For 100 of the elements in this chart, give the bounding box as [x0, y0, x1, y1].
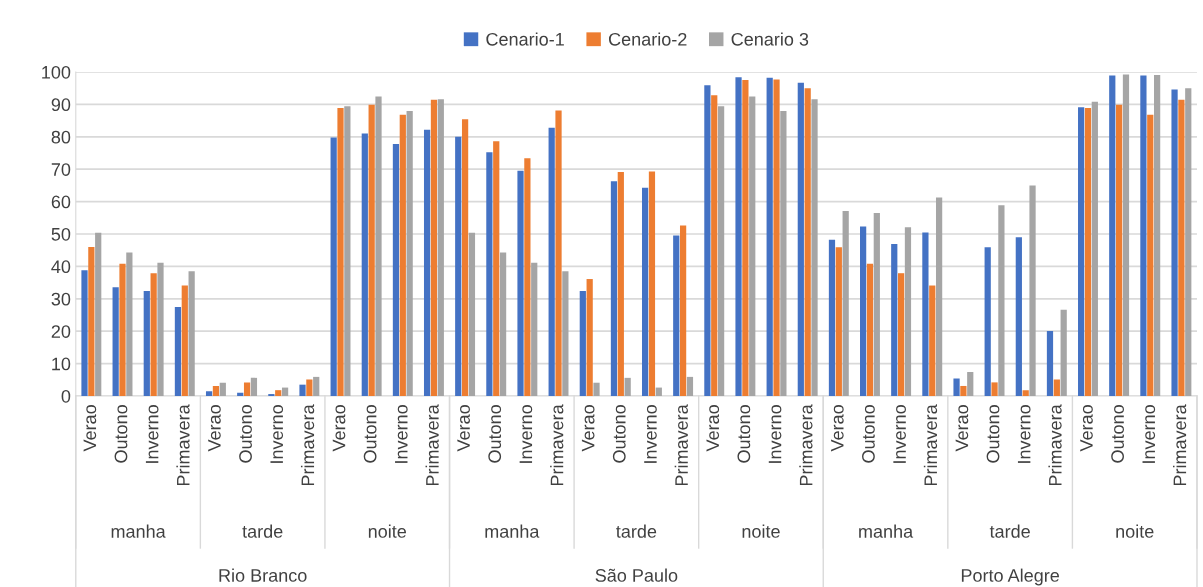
- bar: [898, 273, 905, 396]
- text: São Paulo: [595, 568, 678, 582]
- text: noite: [742, 524, 780, 538]
- bar: [468, 232, 476, 396]
- y-tick-label: 70: [51, 163, 71, 176]
- bar: [1015, 237, 1022, 396]
- legend-label: Cenario-1: [486, 32, 564, 46]
- bar: [119, 263, 126, 396]
- bar: [617, 172, 624, 396]
- bar: [1029, 185, 1036, 396]
- bar: [673, 235, 680, 396]
- x-tick-label: Verao: [955, 405, 969, 452]
- text: manha: [485, 524, 540, 538]
- bar: [330, 137, 337, 396]
- bar: [375, 96, 382, 396]
- x-tick-label: Primavera: [550, 404, 564, 486]
- x-tick-label: Primavera: [1048, 404, 1062, 486]
- bar: [835, 247, 842, 396]
- bar: [423, 129, 431, 396]
- bar: [181, 285, 188, 396]
- bar: [953, 378, 960, 396]
- bar: [704, 85, 711, 396]
- x-tick-label: Outono: [986, 405, 1000, 463]
- bar: [648, 171, 656, 396]
- bar: [486, 152, 493, 396]
- y-tick-label: 0: [61, 389, 71, 403]
- bar: [891, 244, 898, 396]
- x-tick-label: Primavera: [674, 404, 688, 486]
- bar: [873, 212, 880, 396]
- bar: [150, 273, 157, 396]
- y-tick-label: 50: [51, 227, 71, 241]
- bar: [711, 95, 718, 396]
- text: Porto Alegre: [961, 568, 1059, 586]
- x-tick-label: Outono: [488, 405, 502, 463]
- bar: [437, 99, 444, 396]
- bar: [88, 246, 95, 396]
- bar: [860, 226, 867, 396]
- bar: [562, 271, 569, 396]
- bar: [766, 77, 773, 396]
- bar: [717, 106, 725, 396]
- bar: [1022, 390, 1029, 396]
- bar: [493, 141, 500, 396]
- bar: [1122, 74, 1130, 396]
- x-tick-label: Inverno: [1142, 405, 1156, 463]
- bar: [499, 252, 507, 396]
- bar: [904, 227, 912, 396]
- bar: [95, 232, 102, 396]
- x-tick-label: Outono: [737, 405, 751, 463]
- x-tick-label: Outono: [114, 405, 128, 463]
- bar: [392, 143, 400, 396]
- bar: [1171, 89, 1178, 396]
- bar: [174, 306, 182, 396]
- bar: [1147, 114, 1154, 396]
- bar: [1078, 107, 1085, 396]
- y-tick-label: 60: [51, 195, 71, 209]
- x-tick-label: Inverno: [768, 405, 782, 463]
- bar: [593, 382, 600, 396]
- legend-label: Cenario 3: [731, 32, 809, 46]
- x-tick-label: Verao: [83, 405, 97, 452]
- x-tick-label: Verao: [1080, 405, 1093, 452]
- bar: [368, 104, 375, 396]
- bar: [929, 285, 936, 396]
- x-tick-label: Inverno: [145, 405, 159, 463]
- x-tick-label: Inverno: [1017, 405, 1031, 463]
- text: tarde: [989, 524, 1030, 538]
- bar: [579, 291, 586, 396]
- x-tick-label: Primavera: [176, 404, 190, 486]
- x-tick-label: Verao: [581, 405, 595, 452]
- bar: [306, 379, 313, 396]
- bar: [1140, 75, 1147, 396]
- bar: [804, 88, 811, 396]
- bar: [112, 287, 119, 396]
- legend-label: Cenario-2: [609, 32, 687, 46]
- bar: [313, 376, 320, 396]
- y-tick-label: 40: [51, 260, 71, 274]
- bar: [1084, 107, 1092, 396]
- y-tick-label: 30: [51, 292, 71, 306]
- bar: [1060, 309, 1067, 396]
- bar: [1178, 99, 1185, 396]
- bar: [243, 382, 251, 396]
- bar: [735, 77, 742, 396]
- text: manha: [111, 524, 166, 538]
- bar: [212, 385, 220, 396]
- x-tick-label: Primavera: [923, 404, 938, 486]
- bar: [998, 205, 1005, 396]
- x-tick-label: Verao: [332, 405, 346, 452]
- bar: [811, 99, 818, 396]
- bar: [655, 387, 662, 396]
- bar: [780, 110, 787, 396]
- bar: [686, 376, 694, 396]
- x-tick-label: Primavera: [300, 404, 315, 486]
- bar: [517, 170, 524, 396]
- x-tick-label: Outono: [239, 405, 252, 463]
- bar: [143, 291, 150, 396]
- bar: [299, 384, 306, 396]
- x-tick-label: Inverno: [270, 405, 284, 463]
- bar: [1091, 101, 1098, 396]
- y-tick-label: 10: [52, 357, 71, 371]
- bar: [81, 270, 88, 396]
- bar: [281, 387, 289, 396]
